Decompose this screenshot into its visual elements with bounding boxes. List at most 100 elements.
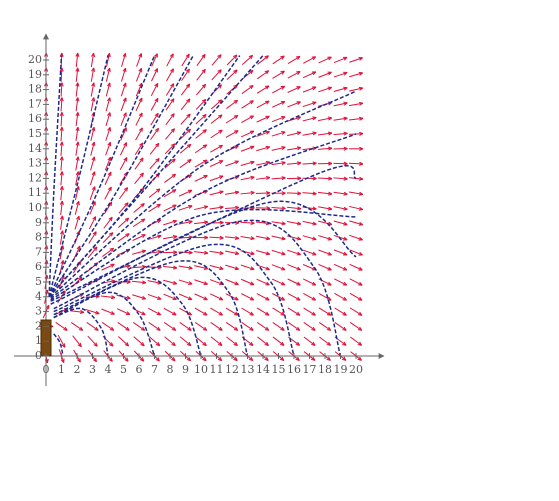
field-arrow <box>257 86 269 93</box>
y-tick-label: 10 <box>28 201 42 214</box>
field-arrow <box>119 188 127 199</box>
field-arrow <box>164 174 175 182</box>
field-arrow <box>303 57 315 64</box>
field-arrow <box>133 322 145 330</box>
field-arrow <box>334 264 347 270</box>
y-tick-label: 7 <box>35 245 42 258</box>
field-arrow <box>197 69 206 80</box>
field-arrow <box>71 322 83 330</box>
x-tick-label: 12 <box>225 363 239 376</box>
y-tick-label: 8 <box>35 231 42 244</box>
field-arrow <box>87 322 99 330</box>
field-arrow <box>120 143 126 156</box>
field-arrow <box>272 101 285 107</box>
field-arrow <box>210 161 223 167</box>
field-arrow <box>350 322 362 330</box>
y-tick-label: 0 <box>35 349 42 362</box>
field-arrow <box>211 337 222 346</box>
field-arrow <box>350 337 361 345</box>
y-tick-label: 9 <box>35 216 42 229</box>
field-arrow <box>226 322 238 330</box>
x-tick-label: 14 <box>256 363 270 376</box>
field-arrow <box>164 308 176 315</box>
field-arrow <box>197 54 205 65</box>
field-arrow <box>102 322 114 330</box>
field-arrow <box>241 308 253 315</box>
field-arrow <box>118 336 128 345</box>
trajectory <box>51 134 356 298</box>
field-arrow <box>135 173 144 184</box>
field-arrow <box>180 160 191 168</box>
field-arrow <box>136 98 142 111</box>
field-arrow <box>180 337 191 346</box>
field-arrow <box>74 246 80 259</box>
field-arrow <box>120 157 127 169</box>
field-arrow <box>196 84 205 95</box>
field-arrow <box>241 294 253 300</box>
field-arrow <box>319 337 330 345</box>
field-arrow <box>180 322 192 330</box>
field-arrow <box>334 279 346 285</box>
field-arrow <box>304 322 316 330</box>
field-arrow <box>133 219 145 227</box>
field-arrow <box>149 189 160 198</box>
field-arrow <box>134 203 145 212</box>
field-arrow <box>86 279 99 285</box>
field-arrow <box>195 294 208 300</box>
field-arrow <box>272 279 285 285</box>
field-arrow <box>195 308 207 315</box>
field-arrow <box>350 293 362 300</box>
x-tick-label: 6 <box>136 363 143 376</box>
x-tick-label: 20 <box>349 363 363 376</box>
trajectory <box>54 334 63 356</box>
field-arrow <box>304 337 315 345</box>
y-tick-label: 16 <box>28 112 42 125</box>
field-arrow <box>257 101 269 108</box>
field-arrow <box>257 322 269 330</box>
y-tick-label: 2 <box>35 319 42 332</box>
field-arrow <box>272 86 284 93</box>
field-arrow <box>180 144 191 153</box>
field-arrow <box>103 233 113 243</box>
y-tick-label: 14 <box>28 142 42 155</box>
field-arrow <box>288 87 301 93</box>
x-tick-label: 7 <box>151 363 158 376</box>
field-arrow <box>195 322 207 330</box>
field-arrow <box>242 322 254 330</box>
field-arrow <box>150 158 159 168</box>
field-arrow <box>211 322 223 330</box>
field-arrow <box>136 83 141 96</box>
field-arrow <box>212 55 221 66</box>
field-arrow <box>257 308 269 315</box>
field-arrow <box>257 337 268 346</box>
trajectory <box>49 56 61 297</box>
x-tick-label: 15 <box>272 363 286 376</box>
field-arrow <box>303 293 315 300</box>
field-arrow <box>195 175 208 181</box>
x-tick-label: 9 <box>182 363 189 376</box>
y-tick-label: 18 <box>28 83 42 96</box>
y-tick-label: 20 <box>28 53 42 66</box>
x-tick-label: 11 <box>210 363 224 376</box>
field-arrow <box>179 308 191 315</box>
field-arrow <box>350 279 362 285</box>
field-arrow <box>273 322 285 330</box>
field-arrow <box>102 248 113 256</box>
field-arrow <box>335 308 347 315</box>
field-arrow <box>257 116 270 122</box>
field-arrow <box>257 279 270 285</box>
x-tick-label: 3 <box>89 363 96 376</box>
trajectory <box>54 308 108 356</box>
field-arrow <box>288 279 301 285</box>
field-arrow <box>319 308 331 315</box>
field-arrow <box>273 71 285 78</box>
y-tick-label: 17 <box>28 97 42 110</box>
field-arrow <box>117 309 130 315</box>
field-arrow <box>319 293 331 300</box>
vector-field <box>39 53 363 363</box>
field-arrow <box>226 100 237 108</box>
field-arrow <box>167 54 174 66</box>
field-arrow <box>241 131 254 137</box>
field-arrow <box>135 158 143 169</box>
